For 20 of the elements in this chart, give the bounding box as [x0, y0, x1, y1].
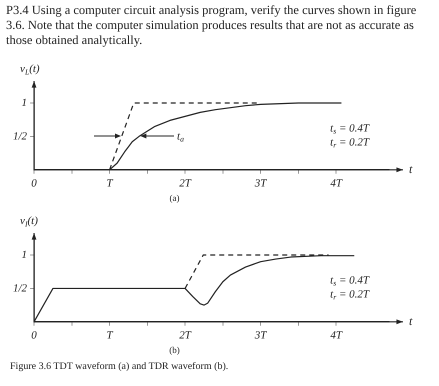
x-tick-label: 3T	[254, 177, 268, 190]
y-tick-label: 1	[22, 248, 28, 261]
text: (a)	[168, 193, 180, 205]
text: Figure 3.6 TDT waveform (a) and TDR waveform (b).	[9, 360, 230, 372]
x-tick-label: 2T	[179, 177, 192, 190]
x-tick-label: 0	[31, 177, 38, 190]
x-tick-label: T	[106, 177, 114, 190]
x-tick-label: 0	[31, 329, 38, 342]
x-tick-label: 4T	[330, 329, 343, 342]
x-tick-label: T	[106, 329, 114, 342]
x-tick-label: 3T	[254, 329, 268, 342]
text: (b)	[168, 345, 181, 357]
chart-title: P3.4 Using a computer circuit analysis program, verify the curves shown in figure 3.6. Note that the computer simulation produces results that are not as accurate as those obtained analytically.	[5, 2, 418, 49]
x-tick-label: 4T	[330, 177, 343, 190]
y-tick-label: 1/2	[12, 130, 28, 142]
x-tick-label: 2T	[179, 329, 192, 342]
y-tick-label: 1/2	[12, 282, 28, 294]
x-axis-title: t	[409, 162, 413, 176]
x-axis-title: t	[409, 314, 413, 328]
y-tick-label: 1	[22, 96, 28, 109]
